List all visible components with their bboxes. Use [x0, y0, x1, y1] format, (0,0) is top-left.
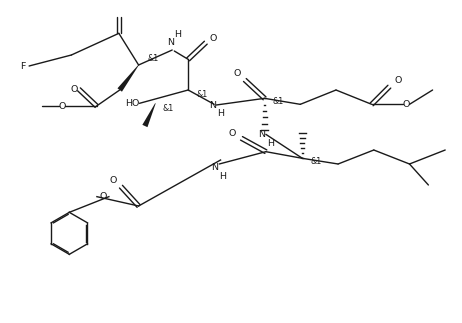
Text: H: H — [217, 109, 224, 118]
Text: N: N — [167, 38, 174, 47]
Text: O: O — [109, 175, 117, 184]
Text: H: H — [267, 139, 274, 148]
Polygon shape — [117, 65, 139, 92]
Text: &1: &1 — [147, 54, 159, 62]
Text: &1: &1 — [310, 157, 322, 166]
Text: &1: &1 — [196, 89, 207, 99]
Polygon shape — [142, 103, 156, 127]
Text: N: N — [211, 162, 218, 172]
Text: O: O — [403, 100, 410, 109]
Text: O: O — [70, 85, 78, 94]
Text: H: H — [174, 30, 181, 39]
Text: O: O — [234, 69, 241, 78]
Text: O: O — [229, 129, 236, 138]
Text: HO: HO — [125, 99, 140, 108]
Text: H: H — [219, 172, 226, 181]
Text: &1: &1 — [273, 97, 284, 106]
Text: O: O — [209, 34, 217, 43]
Text: O: O — [99, 192, 107, 201]
Text: N: N — [258, 130, 265, 139]
Text: &1: &1 — [163, 104, 174, 113]
Text: F: F — [20, 61, 26, 70]
Text: O: O — [59, 101, 66, 110]
Text: N: N — [209, 101, 216, 110]
Text: O: O — [395, 76, 402, 85]
